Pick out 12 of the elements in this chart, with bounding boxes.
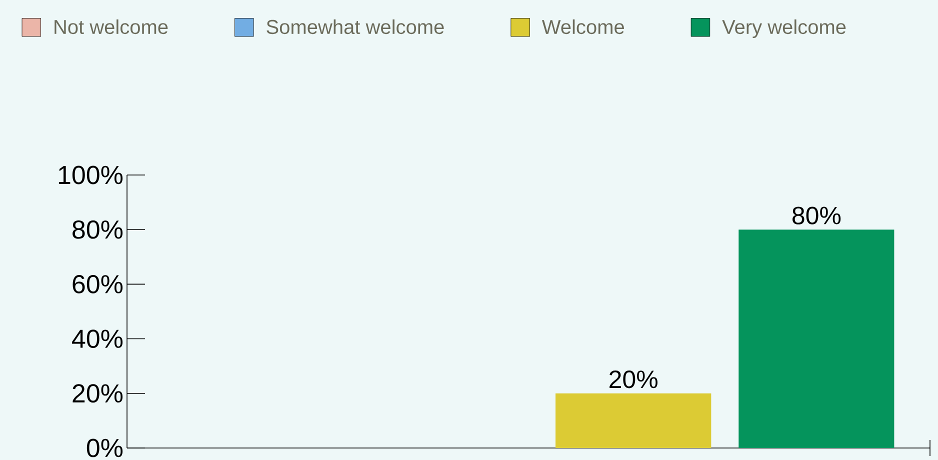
y-tick-label: 0%	[86, 438, 123, 458]
y-tick-label: 60%	[72, 274, 123, 294]
y-tick-label: 80%	[72, 220, 123, 239]
legend-label: Somewhat welcome	[266, 19, 444, 34]
y-tick-label: 40%	[72, 330, 123, 348]
y-tick-label: 100%	[58, 166, 123, 184]
legend-label: Not welcome	[54, 19, 168, 34]
legend-label: Very welcome	[722, 19, 846, 38]
y-tick-label: 20%	[72, 384, 123, 403]
legend-label: Welcome	[542, 19, 624, 34]
data-label: 80%	[792, 206, 841, 224]
data-label: 20%	[610, 370, 658, 388]
